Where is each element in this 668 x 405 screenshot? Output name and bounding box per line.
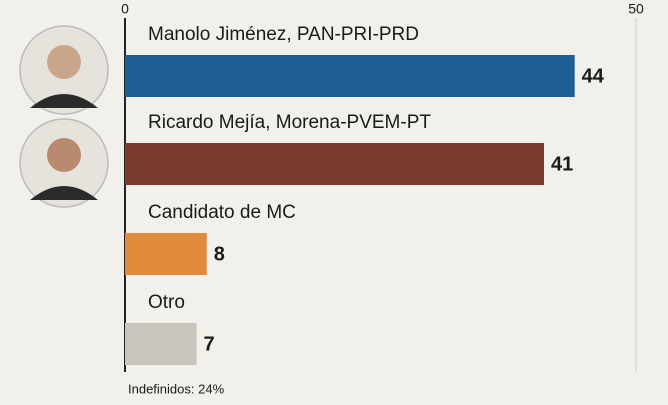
x-tick-label: 50 <box>628 1 644 17</box>
bar <box>125 143 545 185</box>
x-tick-label: 0 <box>121 1 129 17</box>
photo <box>19 118 109 208</box>
bar <box>125 233 207 275</box>
bar <box>125 55 575 97</box>
bar <box>125 323 197 365</box>
category-label: Otro <box>148 292 185 313</box>
category-label: Ricardo Mejía, Morena-PVEM-PT <box>148 112 431 133</box>
value-label: 8 <box>214 243 225 265</box>
photo <box>19 25 109 115</box>
category-label: Candidato de MC <box>148 202 296 223</box>
annotation: Indefinidos: 24% <box>128 381 225 396</box>
category-label: Manolo Jiménez, PAN-PRI-PRD <box>148 24 419 45</box>
value-label: 41 <box>551 153 573 175</box>
value-label: 7 <box>204 333 215 355</box>
value-label: 44 <box>582 65 605 87</box>
